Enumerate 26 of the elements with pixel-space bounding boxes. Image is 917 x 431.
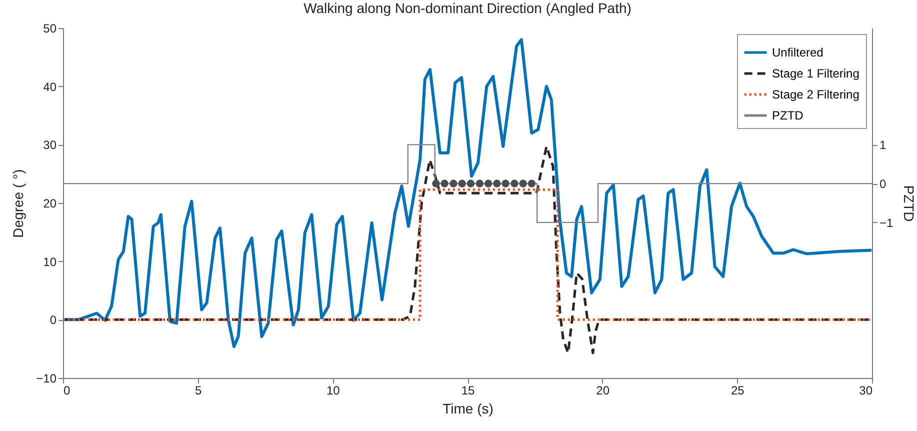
line-series [63,38,873,348]
y2-axis-title: PZTD [901,185,917,222]
y-tick-label: 20 [43,196,57,210]
x-axis-title: Time (s) [442,400,494,416]
y2-tick-label: 0 [880,177,886,192]
y-tick-label: 10 [43,254,57,269]
y-tick-label: 0 [50,313,57,328]
x-tick-label: 30 [859,384,873,398]
y-tick-label: 30 [43,138,57,152]
legend-label: Unfiltered [772,46,824,60]
x-tick-label: 0 [64,384,70,398]
x-tick-label: 20 [596,384,610,398]
legend-label: Stage 1 Filtering [772,66,860,80]
legend-label: PZTD [772,108,804,122]
y2-tick-label: −1 [880,216,894,230]
y-tick-label: −10 [36,372,57,386]
y-tick-label: 40 [43,80,57,94]
y-axis-title: Degree ( °) [10,169,26,238]
y-tick-label: 50 [43,22,57,36]
legend-label: Stage 2 Filtering [772,88,860,102]
x-tick-label: 15 [461,384,475,398]
x-tick-label: 10 [326,384,340,398]
chart-title: Walking along Non-dominant Direction (Angled Path) [304,0,632,16]
x-tick-label: 5 [194,384,202,398]
x-tick-label: 25 [730,384,745,398]
y2-tick-label: 1 [880,138,886,152]
